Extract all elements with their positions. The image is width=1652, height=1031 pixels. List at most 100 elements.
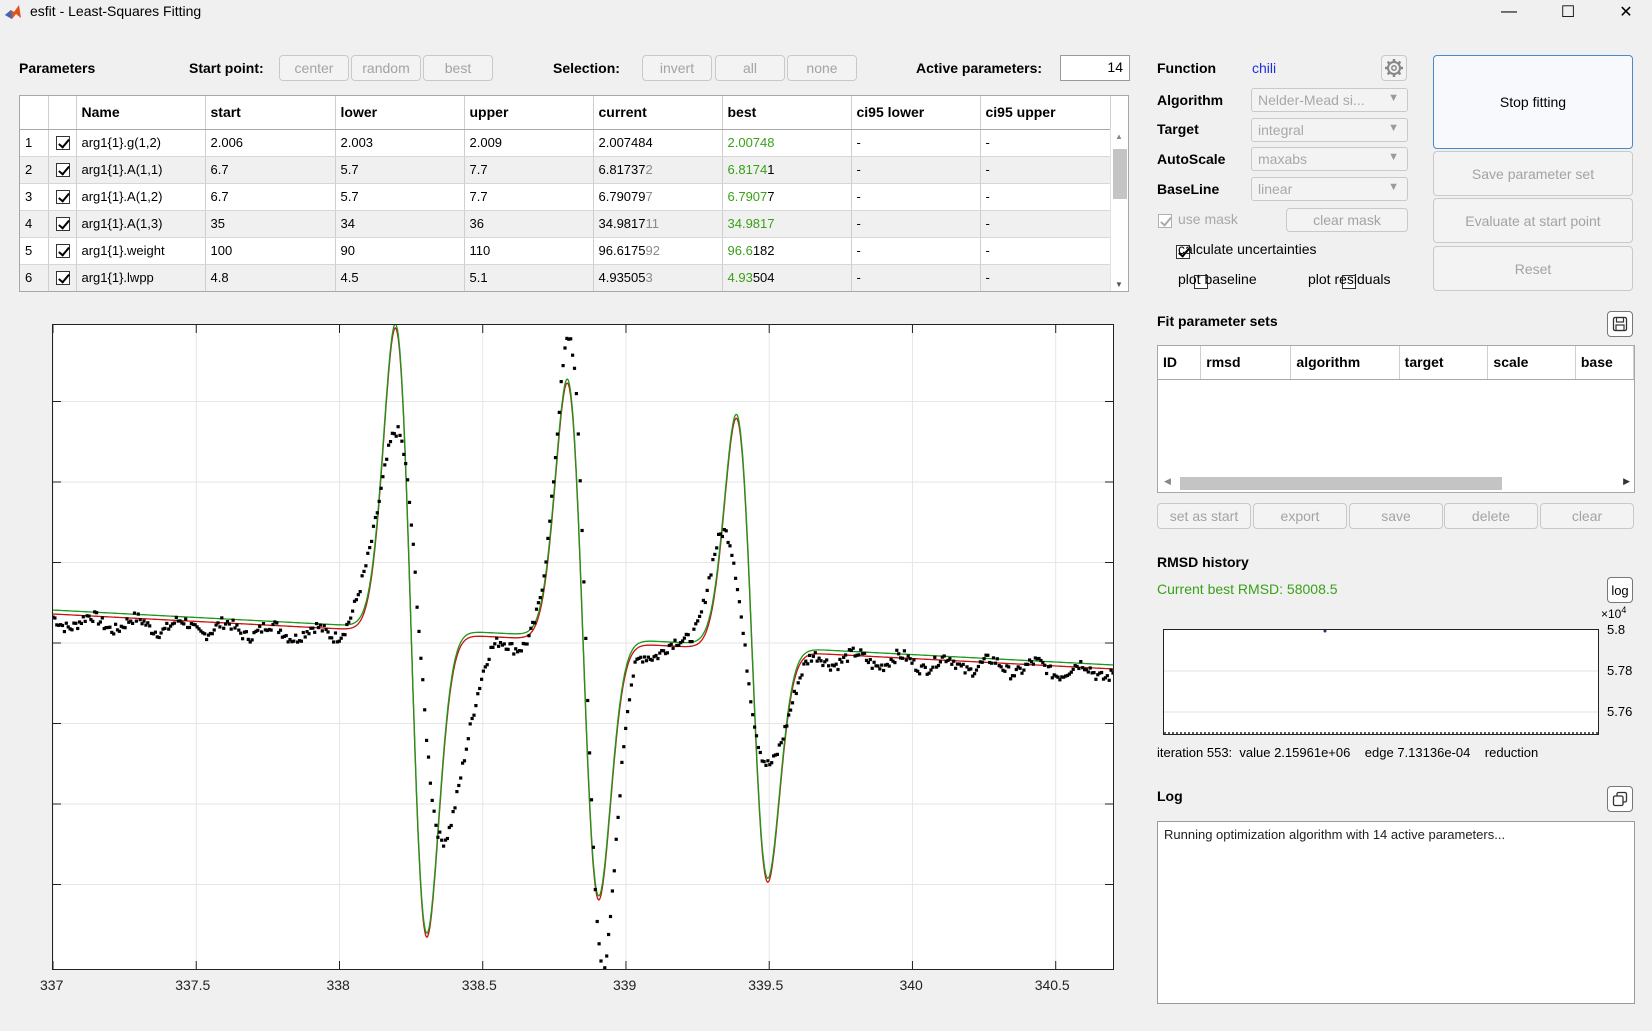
cell-ci95-lower[interactable]: -	[851, 129, 981, 157]
table-row[interactable]: 3 arg1{1}.A(1,2) 6.7 5.7 7.7 6.790797 6.79077-…	[20, 183, 1111, 211]
cell-upper[interactable]: 7.7	[464, 156, 594, 184]
row-active-cell[interactable]	[48, 156, 77, 184]
col-ci95-upper[interactable]: ci95 upper	[980, 96, 1111, 130]
scroll-down-icon[interactable]: ▼	[1115, 280, 1123, 289]
cell-ci95-lower[interactable]: -	[851, 156, 981, 184]
minimize-button[interactable]: —	[1501, 3, 1517, 20]
hscroll-thumb[interactable]	[1180, 477, 1502, 490]
row-active-cell[interactable]	[48, 264, 77, 291]
log-scale-button[interactable]: log	[1607, 577, 1633, 603]
save-parameter-set-button[interactable]: Save parameter set	[1433, 151, 1633, 196]
start-best-button[interactable]: best	[423, 55, 493, 81]
cell-current[interactable]: 4.935053	[593, 264, 723, 291]
col-best[interactable]: best	[722, 96, 852, 130]
start-center-button[interactable]: center	[279, 55, 349, 81]
col-current[interactable]: current	[593, 96, 723, 130]
fit-sets-hscrollbar[interactable]: ◀ ▶	[1159, 473, 1634, 492]
cell-best[interactable]: 2.00748	[722, 129, 852, 157]
delete-button[interactable]: delete	[1444, 503, 1538, 529]
cell-ci95-upper[interactable]: -	[980, 129, 1111, 157]
cell-name[interactable]: arg1{1}.lwpp	[76, 264, 206, 291]
table-row[interactable]: 2 arg1{1}.A(1,1) 6.7 5.7 7.7 6.817372 6.81741-…	[20, 156, 1111, 184]
cell-upper[interactable]: 7.7	[464, 183, 594, 211]
cell-ci95-upper[interactable]: -	[980, 264, 1111, 291]
maximize-button[interactable]: ☐	[1560, 4, 1576, 21]
cell-ci95-upper[interactable]: -	[980, 183, 1111, 211]
cell-name[interactable]: arg1{1}.g(1,2)	[76, 129, 206, 157]
autoscale-dropdown[interactable]: maxabs ▼	[1251, 147, 1408, 171]
scroll-right-icon[interactable]: ▶	[1623, 476, 1630, 486]
set-as-start-button[interactable]: set as start	[1157, 503, 1251, 529]
evaluate-start-button[interactable]: Evaluate at start point	[1433, 198, 1633, 243]
algorithm-dropdown[interactable]: Nelder-Mead si... ▼	[1251, 88, 1408, 112]
row-active-cell[interactable]	[48, 237, 77, 265]
table-row[interactable]: 4 arg1{1}.A(1,3) 35 34 36 34.981711 34.9817- -	[20, 210, 1111, 238]
cell-name[interactable]: arg1{1}.A(1,1)	[76, 156, 206, 184]
row-active-checkbox[interactable]	[55, 217, 70, 232]
clear-mask-button[interactable]: clear mask	[1286, 208, 1408, 232]
row-active-checkbox[interactable]	[55, 271, 70, 286]
cell-start[interactable]: 2.006	[205, 129, 336, 157]
select-invert-button[interactable]: invert	[642, 55, 712, 81]
table-row[interactable]: 1 arg1{1}.g(1,2) 2.006 2.003 2.009 2.007484 2.…	[20, 129, 1111, 157]
col-algorithm[interactable]: algorithm	[1290, 346, 1400, 380]
col-base[interactable]: base	[1575, 346, 1634, 380]
col-start[interactable]: start	[205, 96, 336, 130]
target-dropdown[interactable]: integral ▼	[1251, 118, 1408, 142]
cell-start[interactable]: 100	[205, 237, 336, 265]
row-active-checkbox[interactable]	[55, 244, 70, 259]
scroll-thumb[interactable]	[1113, 149, 1127, 199]
row-active-checkbox[interactable]	[55, 136, 70, 151]
cell-start[interactable]: 35	[205, 210, 336, 238]
cell-ci95-upper[interactable]: -	[980, 156, 1111, 184]
cell-ci95-upper[interactable]: -	[980, 210, 1111, 238]
baseline-dropdown[interactable]: linear ▼	[1251, 177, 1408, 201]
function-settings-button[interactable]	[1381, 55, 1407, 81]
clear-button[interactable]: clear	[1540, 503, 1634, 529]
cell-current[interactable]: 34.981711	[593, 210, 723, 238]
cell-current[interactable]: 6.817372	[593, 156, 723, 184]
cell-ci95-lower[interactable]: -	[851, 264, 981, 291]
col-target[interactable]: target	[1399, 346, 1489, 380]
col-id[interactable]: ID	[1158, 346, 1202, 380]
cell-upper[interactable]: 36	[464, 210, 594, 238]
table-scrollbar[interactable]: ▲ ▼	[1110, 129, 1128, 291]
cell-upper[interactable]: 2.009	[464, 129, 594, 157]
plot-residuals-checkbox[interactable]	[1341, 275, 1356, 290]
cell-upper[interactable]: 5.1	[464, 264, 594, 291]
cell-best[interactable]: 6.79077	[722, 183, 852, 211]
col-active[interactable]	[48, 96, 77, 130]
row-active-cell[interactable]	[48, 183, 77, 211]
cell-ci95-lower[interactable]: -	[851, 237, 981, 265]
cell-lower[interactable]: 5.7	[335, 183, 465, 211]
cell-name[interactable]: arg1{1}.weight	[76, 237, 206, 265]
select-all-button[interactable]: all	[715, 55, 785, 81]
cell-lower[interactable]: 4.5	[335, 264, 465, 291]
row-active-checkbox[interactable]	[55, 163, 70, 178]
row-active-checkbox[interactable]	[55, 190, 70, 205]
save-sets-button[interactable]	[1607, 311, 1633, 337]
row-active-cell[interactable]	[48, 129, 77, 157]
reset-button[interactable]: Reset	[1433, 246, 1633, 291]
col-ci95-lower[interactable]: ci95 lower	[851, 96, 981, 130]
col-scale[interactable]: scale	[1487, 346, 1576, 380]
cell-best[interactable]: 34.9817	[722, 210, 852, 238]
plot-baseline-checkbox[interactable]	[1193, 275, 1208, 290]
calculate-uncertainties-checkbox[interactable]	[1175, 245, 1190, 260]
cell-name[interactable]: arg1{1}.A(1,3)	[76, 210, 206, 238]
cell-best[interactable]: 96.6182	[722, 237, 852, 265]
col-upper[interactable]: upper	[464, 96, 594, 130]
cell-ci95-lower[interactable]: -	[851, 210, 981, 238]
export-button[interactable]: export	[1253, 503, 1347, 529]
stop-fitting-button[interactable]: Stop fitting	[1433, 55, 1633, 149]
cell-lower[interactable]: 5.7	[335, 156, 465, 184]
select-none-button[interactable]: none	[787, 55, 857, 81]
cell-ci95-lower[interactable]: -	[851, 183, 981, 211]
table-row[interactable]: 6 arg1{1}.lwpp 4.8 4.5 5.1 4.935053 4.93504- -	[20, 264, 1111, 291]
cell-best[interactable]: 6.81741	[722, 156, 852, 184]
col-index[interactable]	[20, 96, 49, 130]
active-parameters-field[interactable]: 14	[1060, 55, 1130, 81]
cell-name[interactable]: arg1{1}.A(1,2)	[76, 183, 206, 211]
cell-current[interactable]: 2.007484	[593, 129, 723, 157]
cell-start[interactable]: 6.7	[205, 183, 336, 211]
